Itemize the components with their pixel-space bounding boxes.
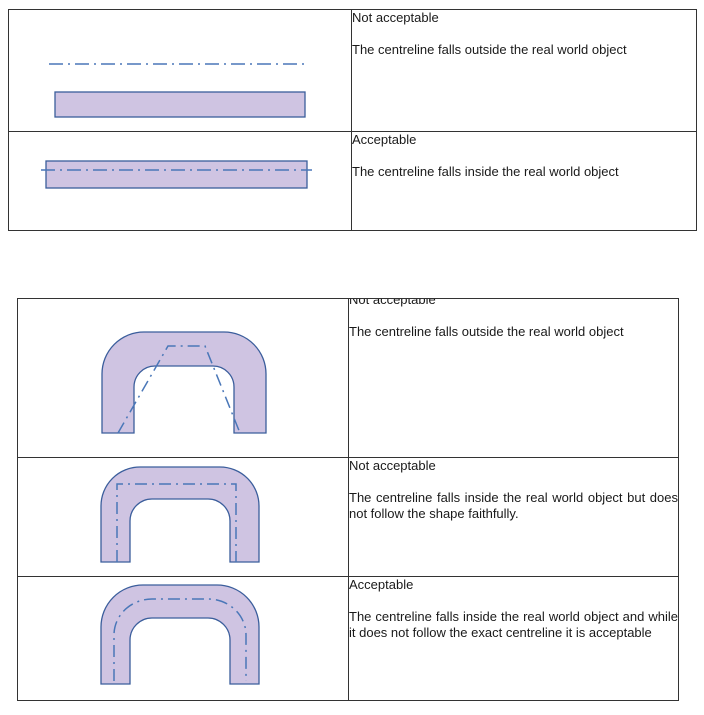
- description-text: The centreline falls inside the real wor…: [349, 609, 678, 640]
- straight-bar-diagram: [49, 63, 309, 118]
- text-cell: Acceptable The centreline falls inside t…: [351, 131, 697, 231]
- status-label: Not acceptable: [352, 10, 439, 25]
- description-text: The centreline falls inside the real wor…: [352, 164, 619, 179]
- text-cell: Not acceptable The centreline falls insi…: [348, 457, 679, 577]
- description-text: The centreline falls outside the real wo…: [349, 324, 624, 339]
- status-label: Not acceptable: [349, 458, 436, 473]
- straight-object-table: Not acceptable The centreline falls outs…: [8, 9, 697, 231]
- figure-cell: [8, 9, 352, 132]
- figure-cell: [17, 291, 349, 458]
- figure-curved-inside: [18, 577, 348, 700]
- curved-object-table: Not acceptable The centreline falls outs…: [17, 291, 679, 701]
- status-label: Acceptable: [349, 577, 414, 592]
- curved-object-diagram: [100, 466, 260, 563]
- figure-curved-outside: [18, 292, 348, 457]
- figure-cell: [17, 457, 349, 577]
- figure-cell: [8, 131, 352, 231]
- curved-object-diagram: [101, 331, 267, 434]
- real-world-object: [100, 466, 260, 563]
- table-row: Not acceptable The centreline falls outs…: [17, 291, 679, 458]
- table-row: Acceptable The centreline falls inside t…: [8, 131, 697, 231]
- straight-bar-diagram: [41, 160, 312, 189]
- text-cell: Not acceptable The centreline falls outs…: [348, 291, 679, 458]
- text-cell: Acceptable The centreline falls inside t…: [348, 576, 679, 701]
- figure-curved-corners: [18, 458, 348, 576]
- table-row: Not acceptable The centreline falls outs…: [8, 9, 697, 132]
- real-world-object: [54, 91, 306, 118]
- real-world-object: [101, 331, 267, 434]
- centreline: [113, 598, 247, 681]
- curved-object-diagram: [100, 584, 260, 685]
- centreline: [117, 345, 241, 434]
- figure-straight-inside: [9, 132, 351, 230]
- table-top-gap: [17, 291, 679, 298]
- real-world-object: [45, 160, 308, 189]
- figure-straight-outside: [9, 10, 351, 131]
- centreline: [116, 483, 237, 562]
- divider: [17, 298, 679, 299]
- description-text: The centreline falls outside the real wo…: [352, 42, 627, 57]
- status-label: Acceptable: [352, 132, 417, 147]
- table-row: Not acceptable The centreline falls insi…: [17, 457, 679, 577]
- description-text: The centreline falls inside the real wor…: [349, 490, 678, 521]
- real-world-object: [100, 584, 260, 685]
- text-cell: Not acceptable The centreline falls outs…: [351, 9, 697, 132]
- figure-cell: [17, 576, 349, 701]
- table-row: Acceptable The centreline falls inside t…: [17, 576, 679, 701]
